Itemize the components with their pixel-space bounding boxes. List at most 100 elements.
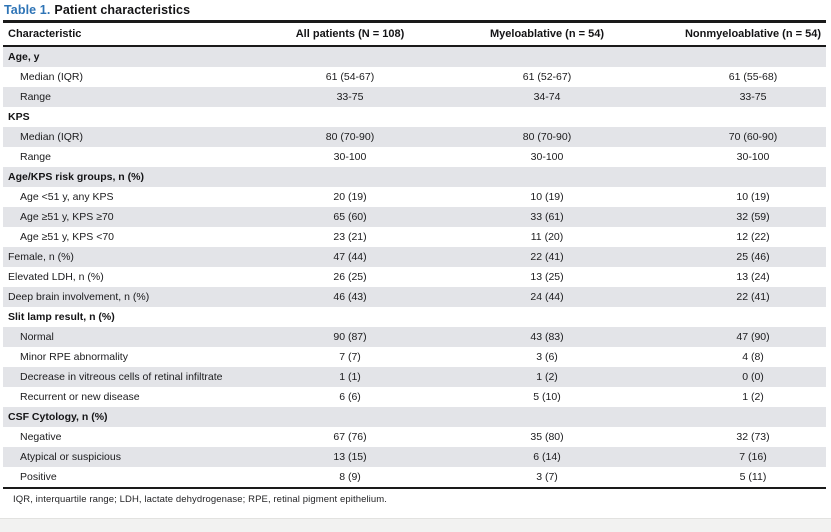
row-label: Age <51 y, any KPS [20, 191, 114, 203]
cell-nonmyeloablative: 32 (59) [736, 211, 770, 223]
cell-myeloablative: 13 (25) [530, 271, 564, 283]
cell-nonmyeloablative: 61 (55-68) [728, 71, 778, 83]
table-row: Atypical or suspicious 13 (15) 6 (14) 7 … [3, 447, 826, 467]
column-header-characteristic: Characteristic [3, 21, 286, 47]
cell-nonmyeloablative: 10 (19) [736, 191, 770, 203]
cell-myeloablative: 24 (44) [530, 291, 564, 303]
table-body: Age, y Median (IQR) 61 (54-67) 61 (52-67… [3, 46, 826, 489]
table-row: Range 33-75 34-74 33-75 [3, 87, 826, 107]
row-label: Decrease in vitreous cells of retinal in… [20, 371, 223, 383]
cell-myeloablative [414, 407, 680, 427]
table-row: Range 30-100 30-100 30-100 [3, 147, 826, 167]
row-label: Elevated LDH, n (%) [8, 271, 104, 283]
cell-all-patients: 65 (60) [333, 211, 367, 223]
cell-myeloablative: 1 (2) [536, 371, 558, 383]
table-row: Decrease in vitreous cells of retinal in… [3, 367, 826, 387]
row-label: KPS [8, 111, 30, 123]
cell-myeloablative: 33 (61) [530, 211, 564, 223]
cell-nonmyeloablative: 13 (24) [736, 271, 770, 283]
cell-nonmyeloablative [680, 407, 826, 427]
cell-all-patients: 30-100 [333, 151, 367, 163]
cell-all-patients: 7 (7) [339, 351, 361, 363]
table-row: Negative 67 (76) 35 (80) 32 (73) [3, 427, 826, 447]
row-label: Age/KPS risk groups, n (%) [8, 171, 144, 183]
table-row: Elevated LDH, n (%) 26 (25) 13 (25) 13 (… [3, 267, 826, 287]
table-header: Characteristic All patients (N = 108) My… [3, 21, 826, 47]
row-label: Range [20, 91, 51, 103]
cell-all-patients: 46 (43) [333, 291, 367, 303]
cell-nonmyeloablative: 7 (16) [739, 451, 767, 463]
cell-all-patients: 23 (21) [333, 231, 367, 243]
table-row: Median (IQR) 61 (54-67) 61 (52-67) 61 (5… [3, 67, 826, 87]
cell-nonmyeloablative: 1 (2) [742, 391, 764, 403]
table-row: Age ≥51 y, KPS ≥70 65 (60) 33 (61) 32 (5… [3, 207, 826, 227]
cell-myeloablative: 34-74 [533, 91, 561, 103]
cell-all-patients: 13 (15) [333, 451, 367, 463]
cell-myeloablative [414, 307, 680, 327]
table-row: Age ≥51 y, KPS <70 23 (21) 11 (20) 12 (2… [3, 227, 826, 247]
cell-all-patients: 61 (54-67) [325, 71, 375, 83]
cell-myeloablative: 6 (14) [533, 451, 561, 463]
row-label: Age, y [8, 51, 40, 63]
row-label: Range [20, 151, 51, 163]
patient-characteristics-table: Characteristic All patients (N = 108) My… [3, 20, 826, 489]
row-label: Median (IQR) [20, 71, 84, 83]
table-row: Age, y [3, 46, 826, 67]
cell-all-patients: 26 (25) [333, 271, 367, 283]
cell-all-patients: 67 (76) [333, 431, 367, 443]
cell-nonmyeloablative: 47 (90) [736, 331, 770, 343]
cell-nonmyeloablative: 30-100 [736, 151, 770, 163]
row-label: Positive [3, 467, 286, 489]
header-row: Characteristic All patients (N = 108) My… [3, 21, 826, 47]
table-row: KPS [3, 107, 826, 127]
row-label: Slit lamp result, n (%) [8, 311, 115, 323]
page-bottom-band [0, 518, 831, 532]
cell-myeloablative: 22 (41) [530, 251, 564, 263]
cell-myeloablative: 10 (19) [530, 191, 564, 203]
cell-myeloablative: 35 (80) [530, 431, 564, 443]
table-footnote: IQR, interquartile range; LDH, lactate d… [13, 494, 388, 505]
cell-nonmyeloablative [680, 107, 826, 127]
cell-nonmyeloablative [680, 167, 826, 187]
row-label: Female, n (%) [8, 251, 74, 263]
row-label: Negative [20, 431, 62, 443]
column-header-myeloablative: Myeloablative (n = 54) [414, 21, 680, 47]
cell-myeloablative: 43 (83) [530, 331, 564, 343]
cell-nonmyeloablative: 12 (22) [736, 231, 770, 243]
cell-myeloablative [414, 107, 680, 127]
table-row: Age <51 y, any KPS 20 (19) 10 (19) 10 (1… [3, 187, 826, 207]
cell-all-patients [286, 46, 414, 67]
cell-all-patients: 47 (44) [333, 251, 367, 263]
row-label: Median (IQR) [20, 131, 84, 143]
cell-nonmyeloablative: 32 (73) [736, 431, 770, 443]
table-title: Table 1. Patient characteristics [0, 0, 831, 19]
table-row: Female, n (%) 47 (44) 22 (41) 25 (46) [3, 247, 826, 267]
cell-myeloablative: 11 (20) [530, 231, 564, 243]
cell-nonmyeloablative: 4 (8) [742, 351, 764, 363]
table-row: Positive 8 (9) 3 (7) 5 (11) [3, 467, 826, 489]
row-label: Age ≥51 y, KPS <70 [20, 231, 115, 243]
cell-nonmyeloablative: 0 (0) [742, 371, 764, 383]
table-row: Normal 90 (87) 43 (83) 47 (90) [3, 327, 826, 347]
cell-all-patients: 90 (87) [333, 331, 367, 343]
table-row: Deep brain involvement, n (%) 46 (43) 24… [3, 287, 826, 307]
row-label: Normal [20, 331, 54, 343]
row-label: Deep brain involvement, n (%) [8, 291, 150, 303]
table-row: Recurrent or new disease 6 (6) 5 (10) 1 … [3, 387, 826, 407]
cell-myeloablative: 30-100 [530, 151, 564, 163]
cell-nonmyeloablative [680, 307, 826, 327]
cell-myeloablative [414, 46, 680, 67]
cell-nonmyeloablative: 33-75 [739, 91, 767, 103]
cell-nonmyeloablative: 25 (46) [736, 251, 770, 263]
cell-myeloablative: 3 (7) [414, 467, 680, 489]
table-row: Median (IQR) 80 (70-90) 80 (70-90) 70 (6… [3, 127, 826, 147]
cell-myeloablative: 3 (6) [536, 351, 558, 363]
cell-all-patients [286, 167, 414, 187]
cell-nonmyeloablative: 70 (60-90) [728, 131, 778, 143]
cell-nonmyeloablative [680, 46, 826, 67]
row-label: Age ≥51 y, KPS ≥70 [20, 211, 114, 223]
row-label: Recurrent or new disease [20, 391, 140, 403]
cell-all-patients: 80 (70-90) [325, 131, 375, 143]
cell-all-patients: 1 (1) [339, 371, 361, 383]
